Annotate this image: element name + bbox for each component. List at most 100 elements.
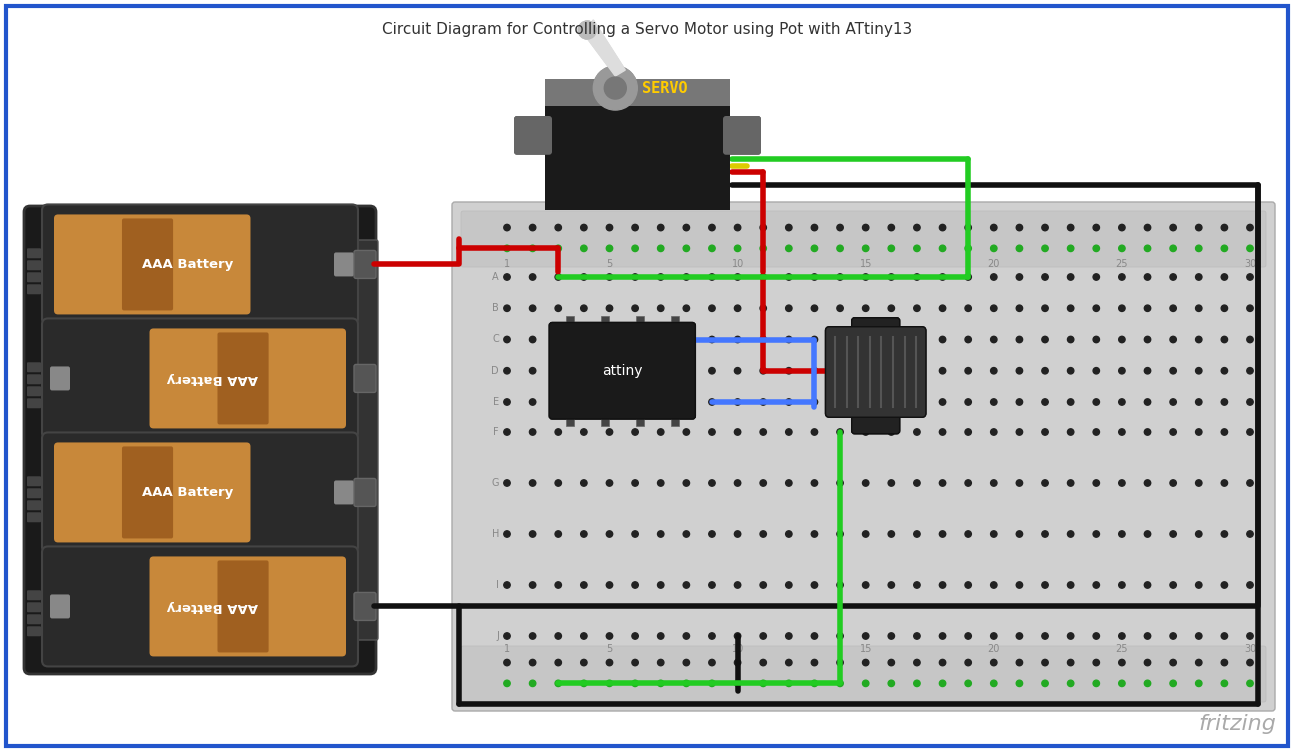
Circle shape	[581, 368, 587, 374]
Circle shape	[503, 531, 510, 537]
Circle shape	[1196, 531, 1202, 537]
Circle shape	[503, 274, 510, 280]
Circle shape	[837, 224, 844, 231]
Circle shape	[888, 245, 894, 252]
Circle shape	[1170, 399, 1176, 405]
FancyBboxPatch shape	[150, 556, 345, 656]
FancyBboxPatch shape	[27, 260, 41, 270]
FancyBboxPatch shape	[54, 442, 251, 542]
FancyBboxPatch shape	[600, 416, 608, 426]
Circle shape	[1222, 336, 1228, 343]
FancyBboxPatch shape	[545, 79, 730, 106]
Circle shape	[657, 336, 664, 343]
Circle shape	[837, 429, 844, 435]
Circle shape	[607, 531, 612, 537]
Circle shape	[991, 429, 996, 435]
Circle shape	[503, 224, 510, 231]
Circle shape	[1042, 305, 1048, 311]
Circle shape	[863, 305, 868, 311]
FancyBboxPatch shape	[27, 614, 41, 624]
Circle shape	[965, 531, 972, 537]
FancyBboxPatch shape	[635, 316, 644, 326]
Circle shape	[709, 680, 716, 687]
Circle shape	[709, 531, 716, 537]
Text: fritzing: fritzing	[1198, 714, 1276, 734]
Circle shape	[1068, 531, 1074, 537]
Circle shape	[1042, 632, 1048, 639]
Circle shape	[631, 632, 638, 639]
Circle shape	[555, 429, 562, 435]
Circle shape	[529, 399, 536, 405]
Circle shape	[657, 531, 664, 537]
Circle shape	[1016, 399, 1022, 405]
Circle shape	[991, 632, 996, 639]
Circle shape	[1247, 399, 1253, 405]
Circle shape	[888, 582, 894, 588]
Circle shape	[837, 480, 844, 487]
Circle shape	[888, 305, 894, 311]
Circle shape	[529, 336, 536, 343]
Circle shape	[1144, 224, 1150, 231]
Circle shape	[811, 531, 818, 537]
Circle shape	[965, 582, 972, 588]
Circle shape	[1068, 632, 1074, 639]
Circle shape	[785, 224, 792, 231]
Circle shape	[709, 336, 716, 343]
Circle shape	[709, 245, 716, 252]
Circle shape	[760, 632, 766, 639]
Circle shape	[607, 680, 612, 687]
Circle shape	[1093, 399, 1100, 405]
Circle shape	[1016, 660, 1022, 666]
Circle shape	[735, 336, 740, 343]
Circle shape	[1196, 480, 1202, 487]
Circle shape	[811, 429, 818, 435]
Text: 5: 5	[607, 259, 612, 269]
Circle shape	[555, 245, 562, 252]
Circle shape	[991, 368, 996, 374]
Circle shape	[837, 305, 844, 311]
Circle shape	[683, 305, 690, 311]
Circle shape	[1247, 582, 1253, 588]
Circle shape	[811, 305, 818, 311]
Circle shape	[657, 224, 664, 231]
Circle shape	[1247, 480, 1253, 487]
Text: 25: 25	[1115, 259, 1128, 269]
Text: SERVO: SERVO	[642, 80, 688, 96]
Circle shape	[1247, 429, 1253, 435]
Circle shape	[863, 680, 868, 687]
Circle shape	[581, 680, 587, 687]
Circle shape	[1119, 660, 1124, 666]
Circle shape	[914, 245, 920, 252]
Circle shape	[863, 632, 868, 639]
Circle shape	[888, 336, 894, 343]
Circle shape	[785, 680, 792, 687]
Circle shape	[1222, 274, 1228, 280]
Polygon shape	[584, 20, 625, 76]
Circle shape	[785, 274, 792, 280]
FancyBboxPatch shape	[355, 240, 378, 640]
Circle shape	[1119, 305, 1124, 311]
Circle shape	[991, 399, 996, 405]
Circle shape	[914, 336, 920, 343]
Circle shape	[965, 480, 972, 487]
Circle shape	[965, 368, 972, 374]
FancyBboxPatch shape	[514, 116, 553, 155]
FancyBboxPatch shape	[27, 602, 41, 612]
Circle shape	[1222, 632, 1228, 639]
Circle shape	[607, 224, 612, 231]
Circle shape	[555, 632, 562, 639]
Circle shape	[1196, 224, 1202, 231]
FancyBboxPatch shape	[549, 323, 695, 419]
Circle shape	[914, 274, 920, 280]
Circle shape	[735, 274, 740, 280]
Circle shape	[1068, 680, 1074, 687]
Text: 30: 30	[1244, 644, 1256, 654]
Circle shape	[1144, 660, 1150, 666]
FancyBboxPatch shape	[122, 447, 173, 538]
Circle shape	[529, 531, 536, 537]
Circle shape	[1068, 336, 1074, 343]
Circle shape	[863, 531, 868, 537]
Text: SERVO: SERVO	[642, 80, 688, 96]
Circle shape	[863, 399, 868, 405]
Circle shape	[709, 429, 716, 435]
